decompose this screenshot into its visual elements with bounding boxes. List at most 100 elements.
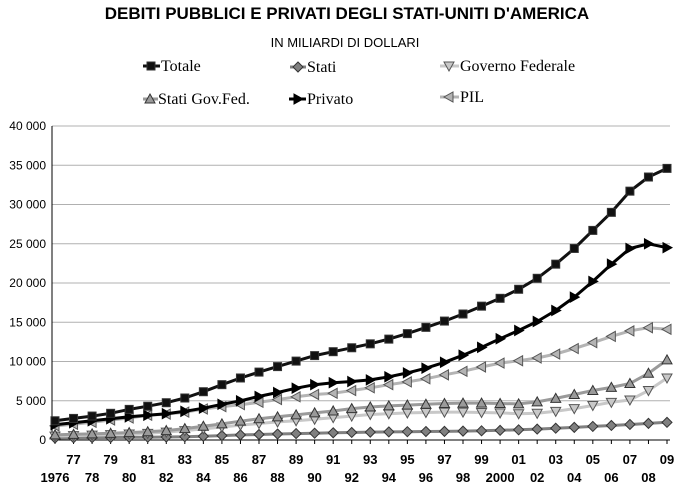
y-tick-label: 15 000 xyxy=(9,315,46,329)
series-stati-gov-fed-point xyxy=(160,424,173,436)
series-privato-point xyxy=(588,275,599,288)
series-stati-gov-fed-point xyxy=(549,392,562,403)
series-privato-point xyxy=(532,315,544,328)
series-stati-point xyxy=(642,417,655,430)
series-totale-point xyxy=(106,408,116,418)
series-pil-point xyxy=(605,330,616,343)
legend-item-totale-marker xyxy=(146,61,156,71)
series-governo-federale-point xyxy=(586,400,599,412)
series-totale-point xyxy=(273,362,283,372)
series-stati-point xyxy=(550,422,562,434)
series-stati-line xyxy=(54,420,668,440)
series-privato-point xyxy=(273,386,284,399)
series-stati-point xyxy=(364,426,376,438)
series-stati-point xyxy=(197,430,210,442)
series-privato-point xyxy=(198,402,210,415)
series-stati-gov-fed xyxy=(49,353,673,440)
series-stati-point xyxy=(457,425,469,437)
series-governo-federale-point xyxy=(494,408,506,419)
series-totale-point xyxy=(662,163,672,173)
series-governo-federale-point xyxy=(531,408,544,420)
series-stati-point xyxy=(475,425,488,437)
series-stati-gov-fed-point xyxy=(197,420,210,431)
series-privato-point xyxy=(365,374,377,386)
series-stati-gov-fed-point xyxy=(642,367,655,378)
series-stati-gov-fed-point xyxy=(234,415,247,426)
series-stati-gov-fed-line xyxy=(54,358,668,437)
series-pil-point xyxy=(660,323,672,336)
series-stati-gov-fed-point xyxy=(605,381,618,392)
series-pil-point xyxy=(475,361,487,373)
legend-item-privato-marker xyxy=(293,93,305,105)
series-stati-gov-fed-point xyxy=(494,397,506,408)
series-totale-point xyxy=(180,393,190,403)
x-tick-label: 97 xyxy=(437,452,451,467)
series-stati-point xyxy=(290,427,302,440)
y-tick-label: 25 000 xyxy=(9,237,46,251)
y-tick-label: 35 000 xyxy=(9,158,46,172)
series-privato-point xyxy=(551,304,562,317)
series-pil-point xyxy=(549,348,561,360)
series-governo-federale-point xyxy=(661,373,673,385)
series-stati-gov-fed-point xyxy=(475,397,488,408)
x-tick-label: 85 xyxy=(215,452,229,467)
x-tick-label: 82 xyxy=(159,470,173,485)
series-totale-point xyxy=(402,329,412,339)
series-pil-point xyxy=(271,393,283,406)
series-privato-point xyxy=(402,367,414,379)
series-totale-point xyxy=(551,259,561,269)
series-totale-point xyxy=(143,401,153,411)
series-pil-point xyxy=(345,384,357,397)
series-stati-gov-fed-point xyxy=(308,406,321,418)
series-totale-point xyxy=(606,207,616,217)
y-tick-label: 30 000 xyxy=(9,198,46,212)
series-stati-gov-fed-point xyxy=(253,412,265,424)
x-tick-label: 90 xyxy=(307,470,321,485)
series-stati-gov-fed-point xyxy=(123,426,136,438)
series-pil-point xyxy=(308,388,320,401)
x-tick-label: 95 xyxy=(400,452,414,467)
x-tick-label: 98 xyxy=(456,470,470,485)
series-stati-gov-fed-point xyxy=(345,402,358,414)
series-governo-federale-point xyxy=(457,407,469,419)
series-governo-federale-point xyxy=(549,406,562,418)
series-stati-point xyxy=(568,421,580,434)
series-stati-gov-fed-point xyxy=(457,397,469,408)
series-totale-point xyxy=(421,322,431,332)
series-stati-point xyxy=(216,429,228,442)
series-totale-point xyxy=(477,301,487,311)
series-pil-point xyxy=(568,342,579,355)
legend: Totale Stati Governo Federale Stati Gov.Fed… xyxy=(143,58,575,108)
series-totale-point xyxy=(439,316,449,326)
series-stati-point xyxy=(420,425,432,438)
series-stati-point xyxy=(624,418,636,431)
series-governo-federale-point xyxy=(475,408,488,419)
series-stati-gov-fed-point xyxy=(531,395,544,407)
x-tick-label: 77 xyxy=(66,452,80,467)
series-stati-gov-fed-point xyxy=(438,397,451,408)
x-tick-label: 86 xyxy=(233,470,247,485)
y-axis-tick-labels: 0 5 000 10 000 15 000 20 000 25 000 30 000 35 0… xyxy=(9,119,46,447)
x-axis-tick-labels: 77 79 81 83 85 87 89 91 93 95 97 99 01 03 05 07 09 1976 78… xyxy=(41,452,675,485)
series-totale-point xyxy=(291,356,301,366)
series-totale-point xyxy=(254,367,264,377)
series-stati-gov-fed-point xyxy=(661,353,673,365)
legend-item-governo-federale-marker xyxy=(443,61,455,73)
x-tick-label: 79 xyxy=(103,452,117,467)
x-tick-label: 01 xyxy=(511,452,525,467)
chart-title: DEBITI PUBBLICI E PRIVATI DEGLI STATI-UN… xyxy=(105,4,589,23)
legend-item-stati: Stati xyxy=(290,59,337,76)
legend-item-pil-marker xyxy=(442,91,454,103)
series-governo-federale-point xyxy=(624,395,636,406)
series-privato-point xyxy=(180,405,191,418)
series-pil-point xyxy=(586,336,598,349)
y-tick-label: 5 000 xyxy=(16,394,46,408)
series-privato-point xyxy=(477,341,488,354)
series-privato-point xyxy=(217,398,228,411)
x-tick-label: 99 xyxy=(474,452,488,467)
series-stati-point xyxy=(327,427,339,439)
series-totale-point xyxy=(310,351,320,361)
series-privato-point xyxy=(347,375,358,388)
series-totale-point xyxy=(495,293,505,303)
